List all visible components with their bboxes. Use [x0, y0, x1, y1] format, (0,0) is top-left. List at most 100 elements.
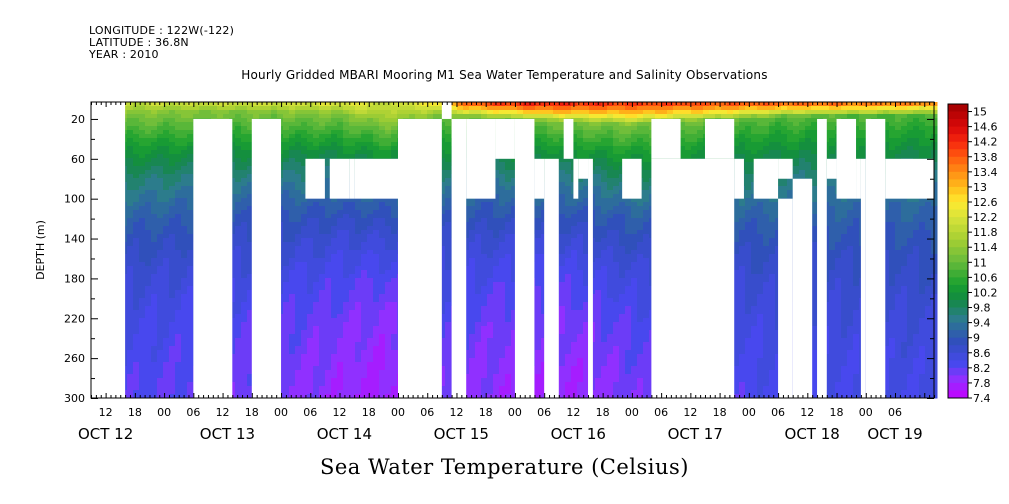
- temperature-cell: [157, 270, 164, 275]
- temperature-cell: [475, 346, 482, 351]
- temperature-cell: [325, 150, 332, 155]
- temperature-cell: [463, 346, 470, 351]
- temperature-cell: [289, 362, 296, 367]
- temperature-cell: [475, 206, 482, 211]
- temperature-cell: [391, 270, 398, 275]
- temperature-cell: [289, 382, 296, 387]
- temperature-cell: [283, 302, 290, 307]
- temperature-cell: [175, 150, 182, 155]
- temperature-cell: [343, 138, 350, 143]
- temperature-cell: [379, 138, 386, 143]
- temperature-cell: [415, 106, 422, 111]
- temperature-cell: [343, 142, 350, 147]
- temperature-cell: [367, 122, 374, 127]
- temperature-cell: [349, 370, 356, 375]
- temperature-cell: [355, 210, 362, 215]
- temperature-cell: [361, 130, 368, 135]
- temperature-cell: [133, 210, 140, 215]
- temperature-cell: [235, 354, 242, 359]
- temperature-cell: [319, 354, 326, 359]
- temperature-cell: [385, 218, 392, 223]
- temperature-cell: [319, 374, 326, 379]
- temperature-cell: [175, 186, 182, 191]
- temperature-cell: [241, 382, 248, 387]
- temperature-cell: [379, 134, 386, 139]
- temperature-cell: [355, 230, 362, 235]
- temperature-cell: [445, 214, 452, 219]
- temperature-cell: [187, 374, 194, 379]
- temperature-cell: [475, 310, 482, 315]
- temperature-cell: [157, 370, 164, 375]
- temperature-cell: [361, 342, 368, 347]
- temperature-cell: [487, 262, 494, 267]
- temperature-cell: [445, 310, 452, 315]
- temperature-cell: [325, 310, 332, 315]
- temperature-cell: [481, 382, 488, 387]
- temperature-cell: [163, 110, 170, 115]
- temperature-cell: [295, 298, 302, 303]
- temperature-cell: [235, 178, 242, 183]
- temperature-cell: [463, 382, 470, 387]
- temperature-cell: [151, 186, 158, 191]
- temperature-cell: [367, 374, 374, 379]
- temperature-cell: [391, 110, 398, 115]
- temperature-cell: [163, 250, 170, 255]
- temperature-cell: [313, 298, 320, 303]
- temperature-cell: [343, 326, 350, 331]
- temperature-cell: [289, 134, 296, 139]
- temperature-cell: [325, 190, 332, 195]
- temperature-cell: [241, 358, 248, 363]
- temperature-cell: [127, 182, 134, 187]
- temperature-cell: [379, 290, 386, 295]
- temperature-cell: [487, 266, 494, 271]
- temperature-cell: [439, 318, 446, 323]
- temperature-cell: [445, 174, 452, 179]
- temperature-cell: [355, 358, 362, 363]
- temperature-cell: [235, 154, 242, 159]
- temperature-cell: [295, 282, 302, 287]
- temperature-cell: [241, 314, 248, 319]
- temperature-cell: [469, 198, 476, 203]
- temperature-cell: [439, 226, 446, 231]
- temperature-cell: [481, 314, 488, 319]
- temperature-cell: [379, 322, 386, 327]
- temperature-cell: [325, 298, 332, 303]
- temperature-cell: [301, 134, 308, 139]
- temperature-cell: [295, 310, 302, 315]
- temperature-cell: [223, 106, 230, 111]
- temperature-cell: [241, 318, 248, 323]
- temperature-cell: [487, 286, 494, 291]
- temperature-cell: [439, 206, 446, 211]
- temperature-cell: [187, 166, 194, 171]
- temperature-cell: [337, 226, 344, 231]
- temperature-cell: [169, 178, 176, 183]
- temperature-cell: [391, 150, 398, 155]
- temperature-cell: [187, 122, 194, 127]
- temperature-cell: [181, 294, 188, 299]
- temperature-cell: [325, 242, 332, 247]
- temperature-cell: [307, 230, 314, 235]
- temperature-cell: [385, 122, 392, 127]
- temperature-cell: [157, 346, 164, 351]
- temperature-cell: [385, 362, 392, 367]
- temperature-cell: [325, 158, 332, 163]
- temperature-cell: [295, 262, 302, 267]
- temperature-cell: [181, 130, 188, 135]
- temperature-cell: [301, 330, 308, 335]
- temperature-cell: [391, 250, 398, 255]
- temperature-cell: [337, 130, 344, 135]
- temperature-cell: [283, 242, 290, 247]
- temperature-cell: [439, 150, 446, 155]
- temperature-cell: [295, 242, 302, 247]
- temperature-cell: [151, 114, 158, 119]
- temperature-cell: [169, 126, 176, 131]
- temperature-cell: [349, 290, 356, 295]
- temperature-cell: [331, 362, 338, 367]
- temperature-cell: [283, 346, 290, 351]
- temperature-cell: [157, 314, 164, 319]
- temperature-cell: [385, 118, 392, 123]
- temperature-cell: [373, 262, 380, 267]
- temperature-cell: [439, 294, 446, 299]
- temperature-cell: [133, 222, 140, 227]
- temperature-cell: [469, 382, 476, 387]
